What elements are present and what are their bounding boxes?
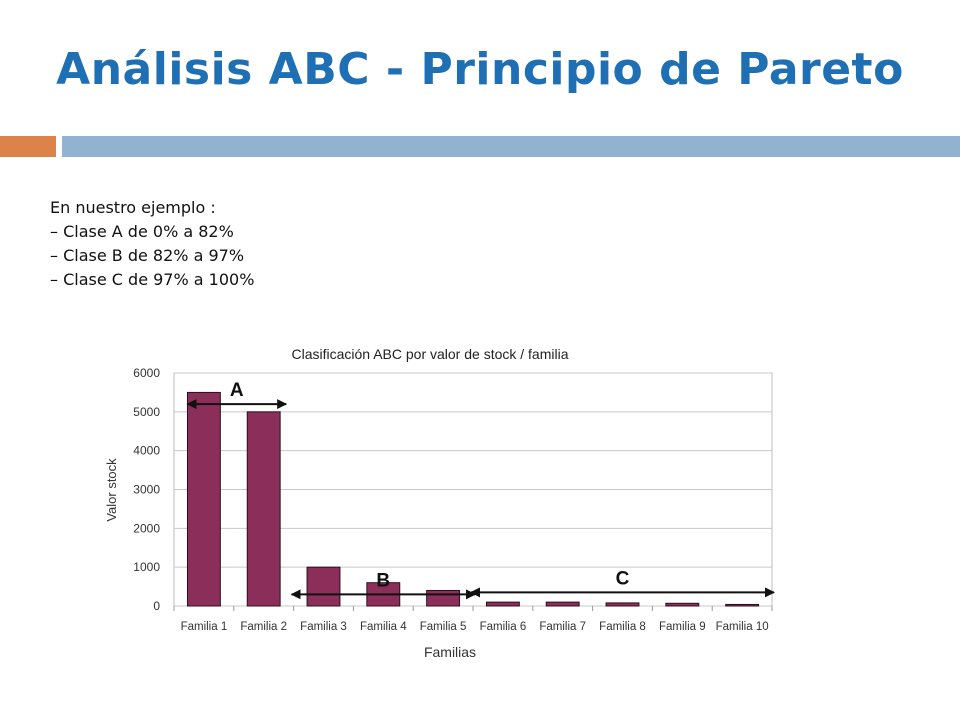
chart-title: Clasificación ABC por valor de stock / f… xyxy=(292,346,569,362)
x-tick-label: Familia 6 xyxy=(480,621,527,633)
y-tick-label: 3000 xyxy=(133,483,160,497)
y-tick-label: 0 xyxy=(153,599,160,613)
page-title: Análisis ABC - Principio de Pareto xyxy=(56,44,904,95)
bar xyxy=(725,603,760,607)
bar xyxy=(186,391,221,607)
class-label: A xyxy=(230,380,244,401)
x-axis-label: Familias xyxy=(424,644,476,660)
bar xyxy=(426,589,461,607)
y-axis-label: Valor stock xyxy=(104,458,119,522)
intro-line-b: – Clase B de 82% a 97% xyxy=(50,246,245,265)
bars xyxy=(186,391,760,607)
intro-line-c: – Clase C de 97% a 100% xyxy=(50,270,255,289)
x-tick-label: Familia 2 xyxy=(240,621,287,633)
x-tick-label: Familia 5 xyxy=(420,621,467,633)
x-tick-label: Familia 8 xyxy=(599,621,646,633)
y-tick-labels: 0 1000 2000 3000 4000 5000 6000 xyxy=(133,366,160,613)
x-tick-label: Familia 9 xyxy=(659,621,706,633)
intro-line-a: – Clase A de 0% a 82% xyxy=(50,222,234,241)
x-tick-label: Familia 1 xyxy=(181,621,228,633)
class-annotations: A B C xyxy=(186,380,775,600)
x-tick-label: Familia 7 xyxy=(539,621,586,633)
x-tick-label: Familia 4 xyxy=(360,621,407,633)
bar xyxy=(605,602,640,607)
y-tick-label: 1000 xyxy=(133,560,160,574)
class-label: B xyxy=(376,570,390,591)
y-tick-label: 4000 xyxy=(133,444,160,458)
class-label: C xyxy=(616,568,630,589)
intro-heading: En nuestro ejemplo : xyxy=(50,198,216,217)
bar xyxy=(485,601,520,607)
y-tick-label: 5000 xyxy=(133,405,160,419)
bar xyxy=(246,411,281,607)
y-tick-label: 6000 xyxy=(133,366,160,380)
intro-text: En nuestro ejemplo : – Clase A de 0% a 8… xyxy=(50,196,254,292)
accent-bar xyxy=(0,136,56,157)
x-tick-labels: Familia 1 Familia 2 Familia 3 Familia 4 Fami… xyxy=(181,621,769,633)
bar xyxy=(545,601,580,607)
bar xyxy=(665,602,700,607)
abc-chart: Clasificación ABC por valor de stock / f… xyxy=(98,336,788,666)
y-tick-label: 2000 xyxy=(133,521,160,535)
bar xyxy=(306,566,341,607)
x-tick-label: Familia 3 xyxy=(300,621,347,633)
chart-svg: Clasificación ABC por valor de stock / f… xyxy=(98,336,788,666)
title-rule xyxy=(62,136,960,157)
x-tick-label: Familia 10 xyxy=(716,621,769,633)
